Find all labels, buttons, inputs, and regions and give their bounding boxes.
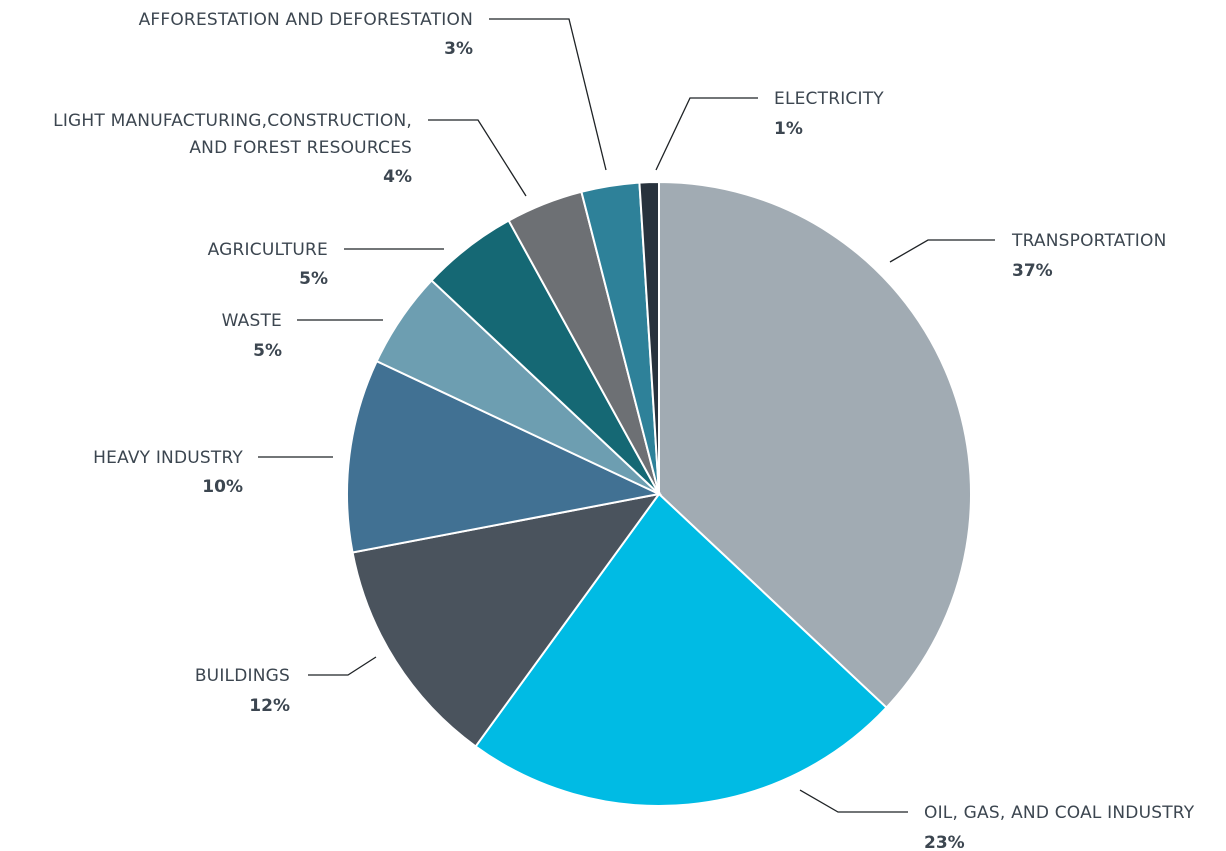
slice-label-oil-gas-and-coal-industry: OIL, GAS, AND COAL INDUSTRY <box>924 803 1195 823</box>
slice-label-light-manufacturing-construction-and-forest-resources-line-1: LIGHT MANUFACTURING,CONSTRUCTION, <box>53 111 412 131</box>
slice-label-agriculture: AGRICULTURE <box>208 240 328 260</box>
slice-buildings <box>351 492 662 748</box>
slice-heavy-industry <box>346 359 663 554</box>
slice-label-buildings: BUILDINGS <box>195 666 290 686</box>
slice-oil-gas-and-coal-industry <box>474 492 888 807</box>
slice-label-transportation: TRANSPORTATION <box>1011 231 1167 251</box>
slice-value-light-manufacturing-construction-and-forest-resources: 4% <box>383 167 412 187</box>
slice-electricity <box>638 180 660 495</box>
slice-label-electricity: ELECTRICITY <box>774 89 884 109</box>
leader-line-electricity <box>655 97 758 171</box>
leader-line-buildings <box>308 656 377 676</box>
leader-line-afforestation-and-deforestation <box>489 18 607 171</box>
leader-lines <box>258 18 995 813</box>
slice-value-oil-gas-and-coal-industry: 23% <box>924 833 965 851</box>
leader-line-light-manufacturing-construction-and-forest-resources <box>428 119 527 197</box>
slice-value-buildings: 12% <box>249 696 290 716</box>
slice-value-electricity: 1% <box>774 119 803 139</box>
slice-transportation <box>658 180 972 709</box>
slice-labels: TRANSPORTATION 37% OIL, GAS, AND COAL INDU… <box>53 10 1195 851</box>
pie-slices <box>346 180 972 807</box>
slice-label-heavy-industry: HEAVY INDUSTRY <box>93 448 243 468</box>
slice-label-waste: WASTE <box>222 311 282 331</box>
slice-value-waste: 5% <box>253 341 282 361</box>
slice-value-afforestation-and-deforestation: 3% <box>444 39 473 59</box>
slice-label-light-manufacturing-construction-and-forest-resources-line-2: AND FOREST RESOURCES <box>189 138 412 158</box>
slice-label-afforestation-and-deforestation: AFFORESTATION AND DEFORESTATION <box>139 10 473 30</box>
slice-value-heavy-industry: 10% <box>202 477 243 497</box>
leader-line-oil-gas-and-coal-industry <box>799 789 908 813</box>
slice-value-transportation: 37% <box>1012 261 1053 281</box>
slice-value-agriculture: 5% <box>299 269 328 289</box>
leader-line-transportation <box>889 239 995 263</box>
